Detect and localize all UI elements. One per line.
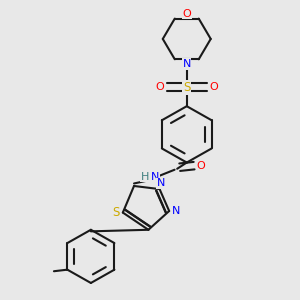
Text: O: O (197, 160, 206, 171)
Text: S: S (112, 206, 119, 219)
Text: O: O (182, 9, 191, 19)
Text: N: N (183, 59, 191, 69)
Text: N: N (172, 206, 180, 216)
Text: O: O (209, 82, 218, 92)
Text: O: O (155, 82, 164, 92)
Text: H: H (141, 172, 149, 182)
Text: N: N (151, 172, 159, 182)
Text: S: S (183, 81, 190, 94)
Text: N: N (157, 178, 165, 188)
